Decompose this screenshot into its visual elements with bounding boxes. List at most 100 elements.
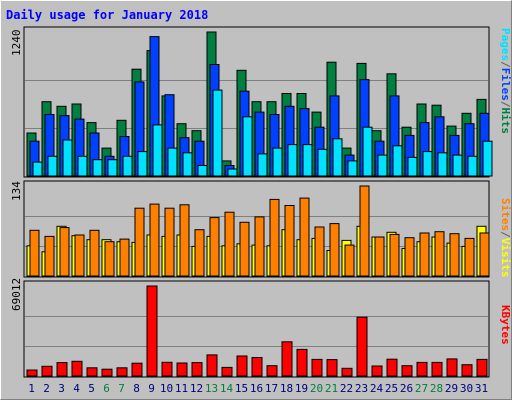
chart-title: Daily usage for January 2018 <box>6 8 208 22</box>
bar-sites-day-15 <box>239 221 250 277</box>
bar-sites-day-17 <box>269 198 280 277</box>
bars-hits-files-pages <box>26 31 493 177</box>
legend: Pages/Files/Hits <box>499 28 512 134</box>
bar-pages-day-28 <box>437 152 448 177</box>
legend-item-separator: / <box>499 231 512 238</box>
bar-sites-day-13 <box>209 217 220 277</box>
legend-item-separator: / <box>499 61 512 68</box>
bar-sites-day-5 <box>89 229 100 277</box>
bar-kbytes-day-4 <box>71 360 83 377</box>
bar-pages-day-23 <box>362 126 373 177</box>
bar-kbytes-day-21 <box>326 359 338 377</box>
bar-pages-day-10 <box>167 147 178 177</box>
bar-sites-day-10 <box>164 207 175 277</box>
bar-pages-day-8 <box>137 151 148 177</box>
bar-kbytes-day-10 <box>161 361 173 377</box>
bar-pages-day-25 <box>392 145 403 177</box>
panel-hits-files-pages: 1240 Pages/Files/Hits <box>10 26 512 178</box>
bar-sites-day-25 <box>389 233 400 277</box>
x-tick-label-27: 27 <box>415 382 428 395</box>
y-max-label: 69012 <box>10 278 23 311</box>
bar-sites-day-21 <box>329 223 340 277</box>
bar-sites-day-19 <box>299 197 310 277</box>
bar-sites-day-29 <box>449 233 460 277</box>
bar-kbytes-day-28 <box>431 361 443 377</box>
x-tick-label-7: 7 <box>118 382 125 395</box>
bar-sites-day-27 <box>419 232 430 277</box>
bar-sites-day-26 <box>404 237 415 277</box>
bar-pages-day-29 <box>452 154 463 177</box>
bar-kbytes-day-29 <box>446 358 458 377</box>
y-max-label: 1240 <box>10 30 23 57</box>
bar-kbytes-day-5 <box>86 367 98 377</box>
x-tick-label-10: 10 <box>160 382 173 395</box>
legend: Sites/Visits <box>499 198 512 278</box>
bar-sites-day-28 <box>434 231 445 277</box>
bar-sites-day-8 <box>134 207 145 277</box>
x-tick-label-16: 16 <box>250 382 263 395</box>
x-tick-label-31: 31 <box>475 382 488 395</box>
x-tick-label-5: 5 <box>88 382 95 395</box>
x-tick-label-28: 28 <box>430 382 443 395</box>
bar-kbytes-day-19 <box>296 348 308 377</box>
bar-sites-day-22 <box>344 244 355 277</box>
bars-kbytes <box>26 285 488 377</box>
bar-sites-day-30 <box>464 237 475 277</box>
x-tick-label-29: 29 <box>445 382 458 395</box>
bar-kbytes-day-26 <box>401 365 413 377</box>
legend-item-files: Files <box>499 68 512 101</box>
bar-sites-day-7 <box>119 238 130 277</box>
bar-kbytes-day-17 <box>266 365 278 377</box>
bar-kbytes-day-20 <box>311 358 323 377</box>
bar-sites-day-24 <box>374 236 385 277</box>
bar-pages-day-4 <box>77 155 88 177</box>
bar-kbytes-day-13 <box>206 354 218 377</box>
bar-sites-day-16 <box>254 216 265 277</box>
legend: KBytes <box>499 305 512 345</box>
x-tick-label-4: 4 <box>73 382 80 395</box>
x-tick-label-26: 26 <box>400 382 413 395</box>
bar-sites-day-1 <box>29 229 40 277</box>
bar-pages-day-27 <box>422 151 433 177</box>
bar-sites-day-6 <box>104 241 115 277</box>
bar-sites-day-31 <box>479 232 490 277</box>
bar-sites-day-3 <box>59 227 70 277</box>
bar-kbytes-day-8 <box>131 362 143 377</box>
bar-pages-day-15 <box>242 116 253 177</box>
x-tick-label-24: 24 <box>370 382 384 395</box>
x-tick-label-21: 21 <box>325 382 338 395</box>
panel-kbytes: 69012 KBytes <box>10 278 512 378</box>
bar-kbytes-day-31 <box>476 358 488 377</box>
bar-kbytes-day-1 <box>26 369 38 377</box>
bar-sites-day-20 <box>314 226 325 277</box>
bar-pages-day-6 <box>107 159 118 177</box>
legend-item-hits: Hits <box>499 108 512 135</box>
x-tick-label-19: 19 <box>295 382 308 395</box>
x-tick-label-23: 23 <box>355 382 368 395</box>
x-tick-label-1: 1 <box>28 382 35 395</box>
bar-kbytes-day-27 <box>416 361 428 377</box>
bar-kbytes-day-24 <box>371 365 383 377</box>
bar-kbytes-day-18 <box>281 341 293 377</box>
panel-sites-visits: 134 Sites/Visits <box>10 180 512 278</box>
bar-pages-day-19 <box>302 144 313 177</box>
x-tick-label-3: 3 <box>58 382 65 395</box>
bar-pages-day-24 <box>377 154 388 177</box>
x-tick-label-8: 8 <box>133 382 140 395</box>
x-tick-label-9: 9 <box>148 382 155 395</box>
bar-kbytes-day-7 <box>116 367 128 377</box>
bar-kbytes-day-6 <box>101 368 113 377</box>
gridlines <box>25 316 488 347</box>
legend-item-pages: Pages <box>499 28 512 61</box>
x-axis-labels: 1 2 3 4 5 6 7 8 9 10 11 12 13 14 15 16 17 18 19 20 21 22 23 24 2… <box>28 382 488 395</box>
bar-kbytes-day-30 <box>461 364 473 377</box>
legend-item-kbytes: KBytes <box>499 305 512 345</box>
bar-pages-day-3 <box>62 139 73 177</box>
bar-kbytes-day-25 <box>386 358 398 377</box>
bar-kbytes-day-22 <box>341 367 353 377</box>
x-tick-label-2: 2 <box>43 382 50 395</box>
bar-kbytes-day-14 <box>221 366 233 377</box>
bar-kbytes-day-2 <box>41 365 53 377</box>
